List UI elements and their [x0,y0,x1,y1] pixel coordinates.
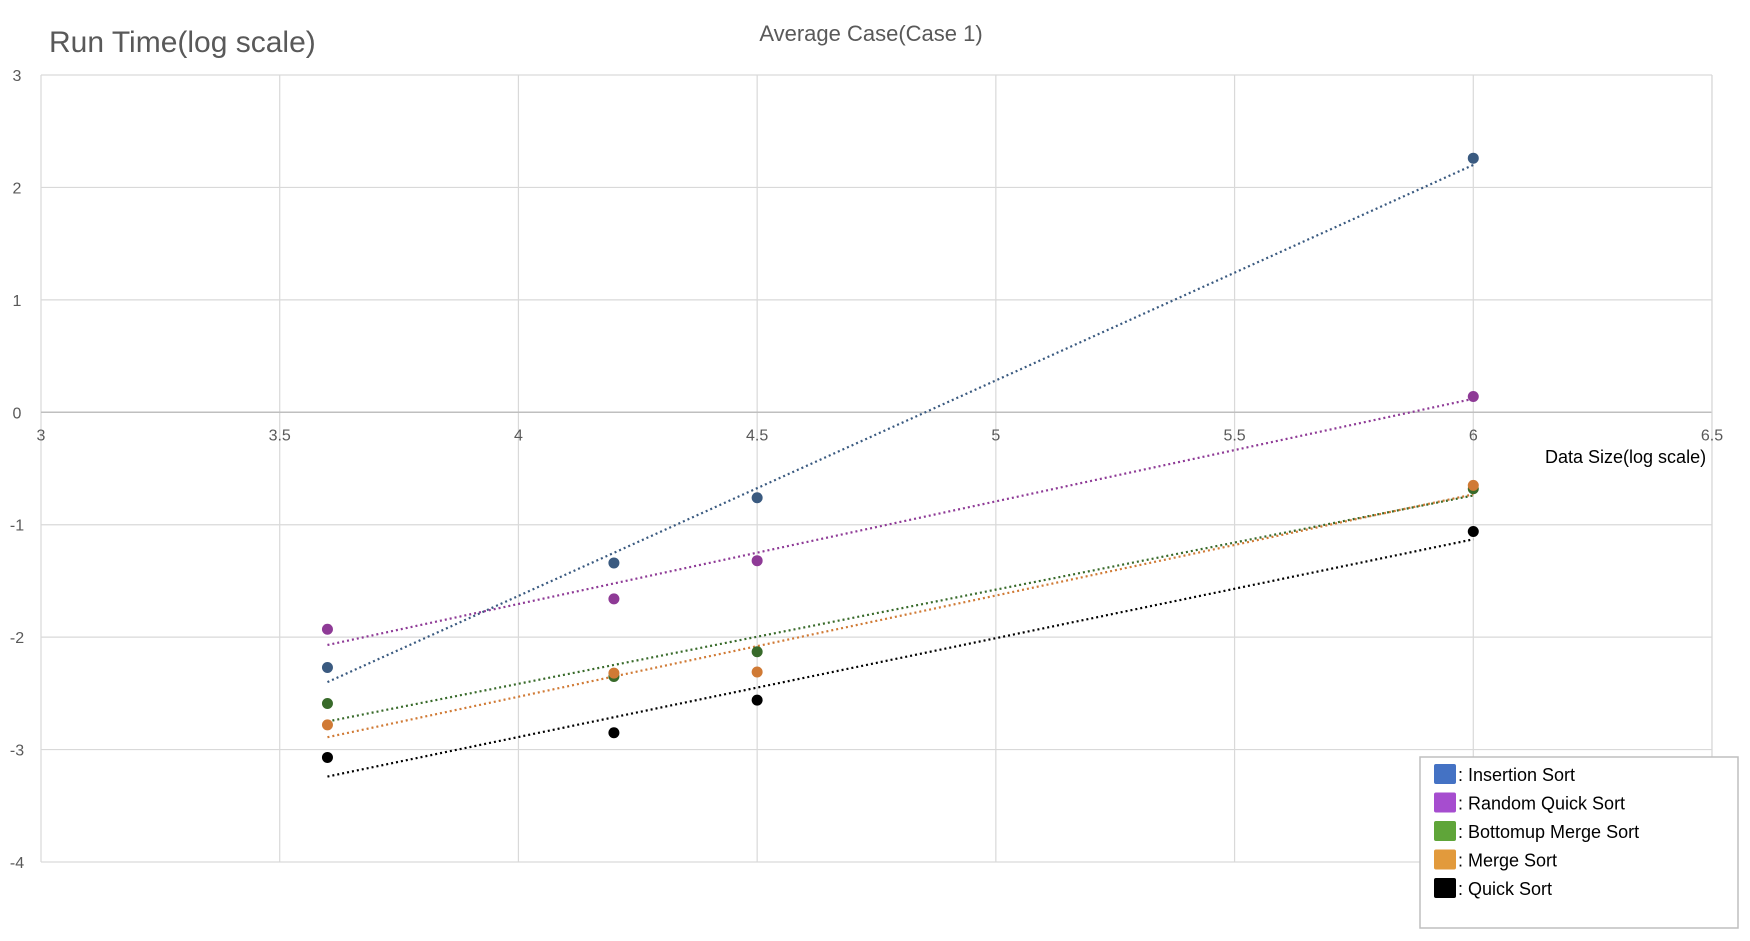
trendline-series-0 [327,163,1474,684]
data-point-series-0 [608,557,620,569]
data-point-series-1 [1467,391,1479,403]
x-tick-label: 4.5 [746,427,768,444]
trendline-series-3 [327,493,1474,739]
y-axis-label: Run Time(log scale) [49,26,316,59]
legend-box [1419,756,1739,929]
data-point-series-3 [321,719,333,731]
data-points [321,152,1479,763]
y-axis-ticks: 3 2 1 0 -1 -2 -3 -4 [10,68,24,872]
data-point-series-4 [321,751,333,763]
x-tick-label: 5.5 [1223,427,1245,444]
data-point-series-1 [751,555,763,567]
data-point-series-2 [321,697,333,709]
x-axis-label: Data Size(log scale) [1545,447,1706,467]
legend-swatch [1434,849,1456,870]
y-tick-label: 0 [13,405,22,422]
x-tick-label: 4 [514,427,523,444]
trendline-series-4 [327,538,1474,778]
y-tick-label: -3 [10,743,24,760]
x-tick-label: 6.5 [1701,427,1723,444]
data-point-series-2 [751,646,763,658]
data-point-series-3 [751,666,763,678]
data-point-series-0 [1467,152,1479,164]
x-tick-label: 6 [1469,427,1478,444]
data-point-series-1 [321,623,333,635]
legend-swatch [1434,764,1456,784]
data-point-series-1 [608,593,620,605]
legend-swatch [1434,792,1456,813]
x-tick-label: 3 [37,427,46,444]
trendline-series-1 [327,397,1474,647]
legend: : Insertion Sort : Random Quick Sort : Bot… [1419,756,1739,929]
data-point-series-0 [751,492,763,504]
legend-label: : Bottomup Merge Sort [1458,822,1639,842]
legend-label: : Insertion Sort [1458,765,1575,785]
chart-title: Average Case(Case 1) [759,21,982,46]
y-tick-label: -1 [10,518,24,535]
data-point-series-0 [321,661,333,673]
y-tick-label: -2 [10,630,24,647]
data-point-series-3 [608,667,620,679]
legend-label: : Quick Sort [1458,879,1552,899]
legend-swatch [1434,821,1456,841]
legend-swatch [1434,878,1456,898]
legend-label: : Random Quick Sort [1458,794,1625,814]
legend-label: : Merge Sort [1458,851,1557,871]
x-tick-label: 3.5 [269,427,291,444]
x-tick-label: 5 [991,427,1000,444]
data-point-series-3 [1467,479,1479,491]
data-point-series-4 [608,727,620,739]
y-tick-label: 2 [13,180,22,197]
trend-lines [327,163,1474,778]
x-axis-ticks: 3 3.5 4 4.5 5 5.5 6 6.5 [37,427,1724,444]
data-point-series-4 [1467,525,1479,537]
y-tick-label: 1 [13,293,22,310]
y-tick-label: 3 [13,68,22,85]
data-point-series-4 [751,694,763,706]
y-tick-label: -4 [10,855,24,872]
grid-lines [40,74,1713,863]
